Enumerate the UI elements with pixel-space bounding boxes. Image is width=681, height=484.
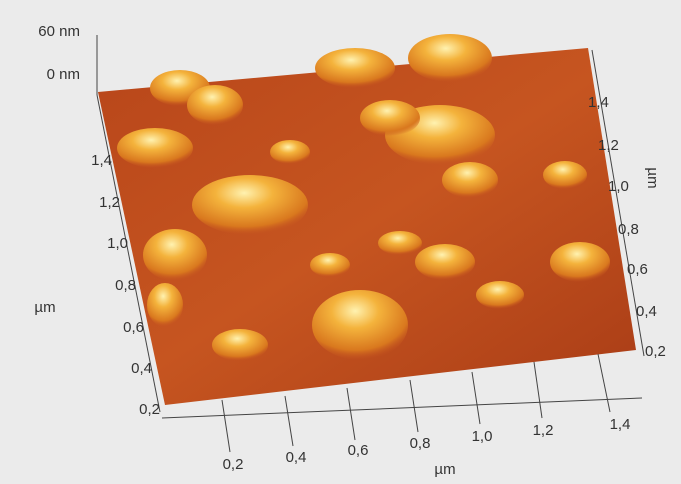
right-axis-label: µm [644, 167, 661, 188]
right-tick-label: 0,2 [645, 343, 666, 360]
left-tick-label: 0,8 [115, 277, 136, 294]
z-label: 0 nm [47, 66, 80, 83]
z-label: 60 nm [38, 23, 80, 40]
right-tick-label: 1,4 [588, 94, 609, 111]
bottom-tick-label: 0,8 [410, 435, 431, 452]
left-tick-label: 0,2 [139, 401, 160, 418]
bottom-tick-label: 0,6 [348, 442, 369, 459]
left-tick-label: 0,6 [123, 319, 144, 336]
right-tick-label: 0,8 [618, 221, 639, 238]
bottom-axis-label: µm [434, 461, 455, 478]
left-tick-label: 1,4 [91, 152, 112, 169]
left-tick-label: 1,0 [107, 235, 128, 252]
left-axis-label: µm [34, 299, 55, 316]
right-tick-label: 1,2 [598, 137, 619, 154]
left-tick-label: 1,2 [99, 194, 120, 211]
bottom-tick-label: 0,4 [286, 449, 307, 466]
right-tick-label: 0,4 [636, 303, 657, 320]
bottom-tick-label: 1,0 [472, 428, 493, 445]
afm-plot: 60 nm 0 nm 1,4 1,2 1,0 0,8 0,6 0,4 0,2 µ… [0, 0, 681, 484]
surface [98, 34, 636, 405]
left-tick-label: 0,4 [131, 360, 152, 377]
bottom-tick-label: 1,4 [610, 416, 631, 433]
bottom-tick-label: 0,2 [223, 456, 244, 473]
right-tick-label: 1,0 [608, 178, 629, 195]
bottom-tick-label: 1,2 [533, 422, 554, 439]
right-tick-label: 0,6 [627, 261, 648, 278]
